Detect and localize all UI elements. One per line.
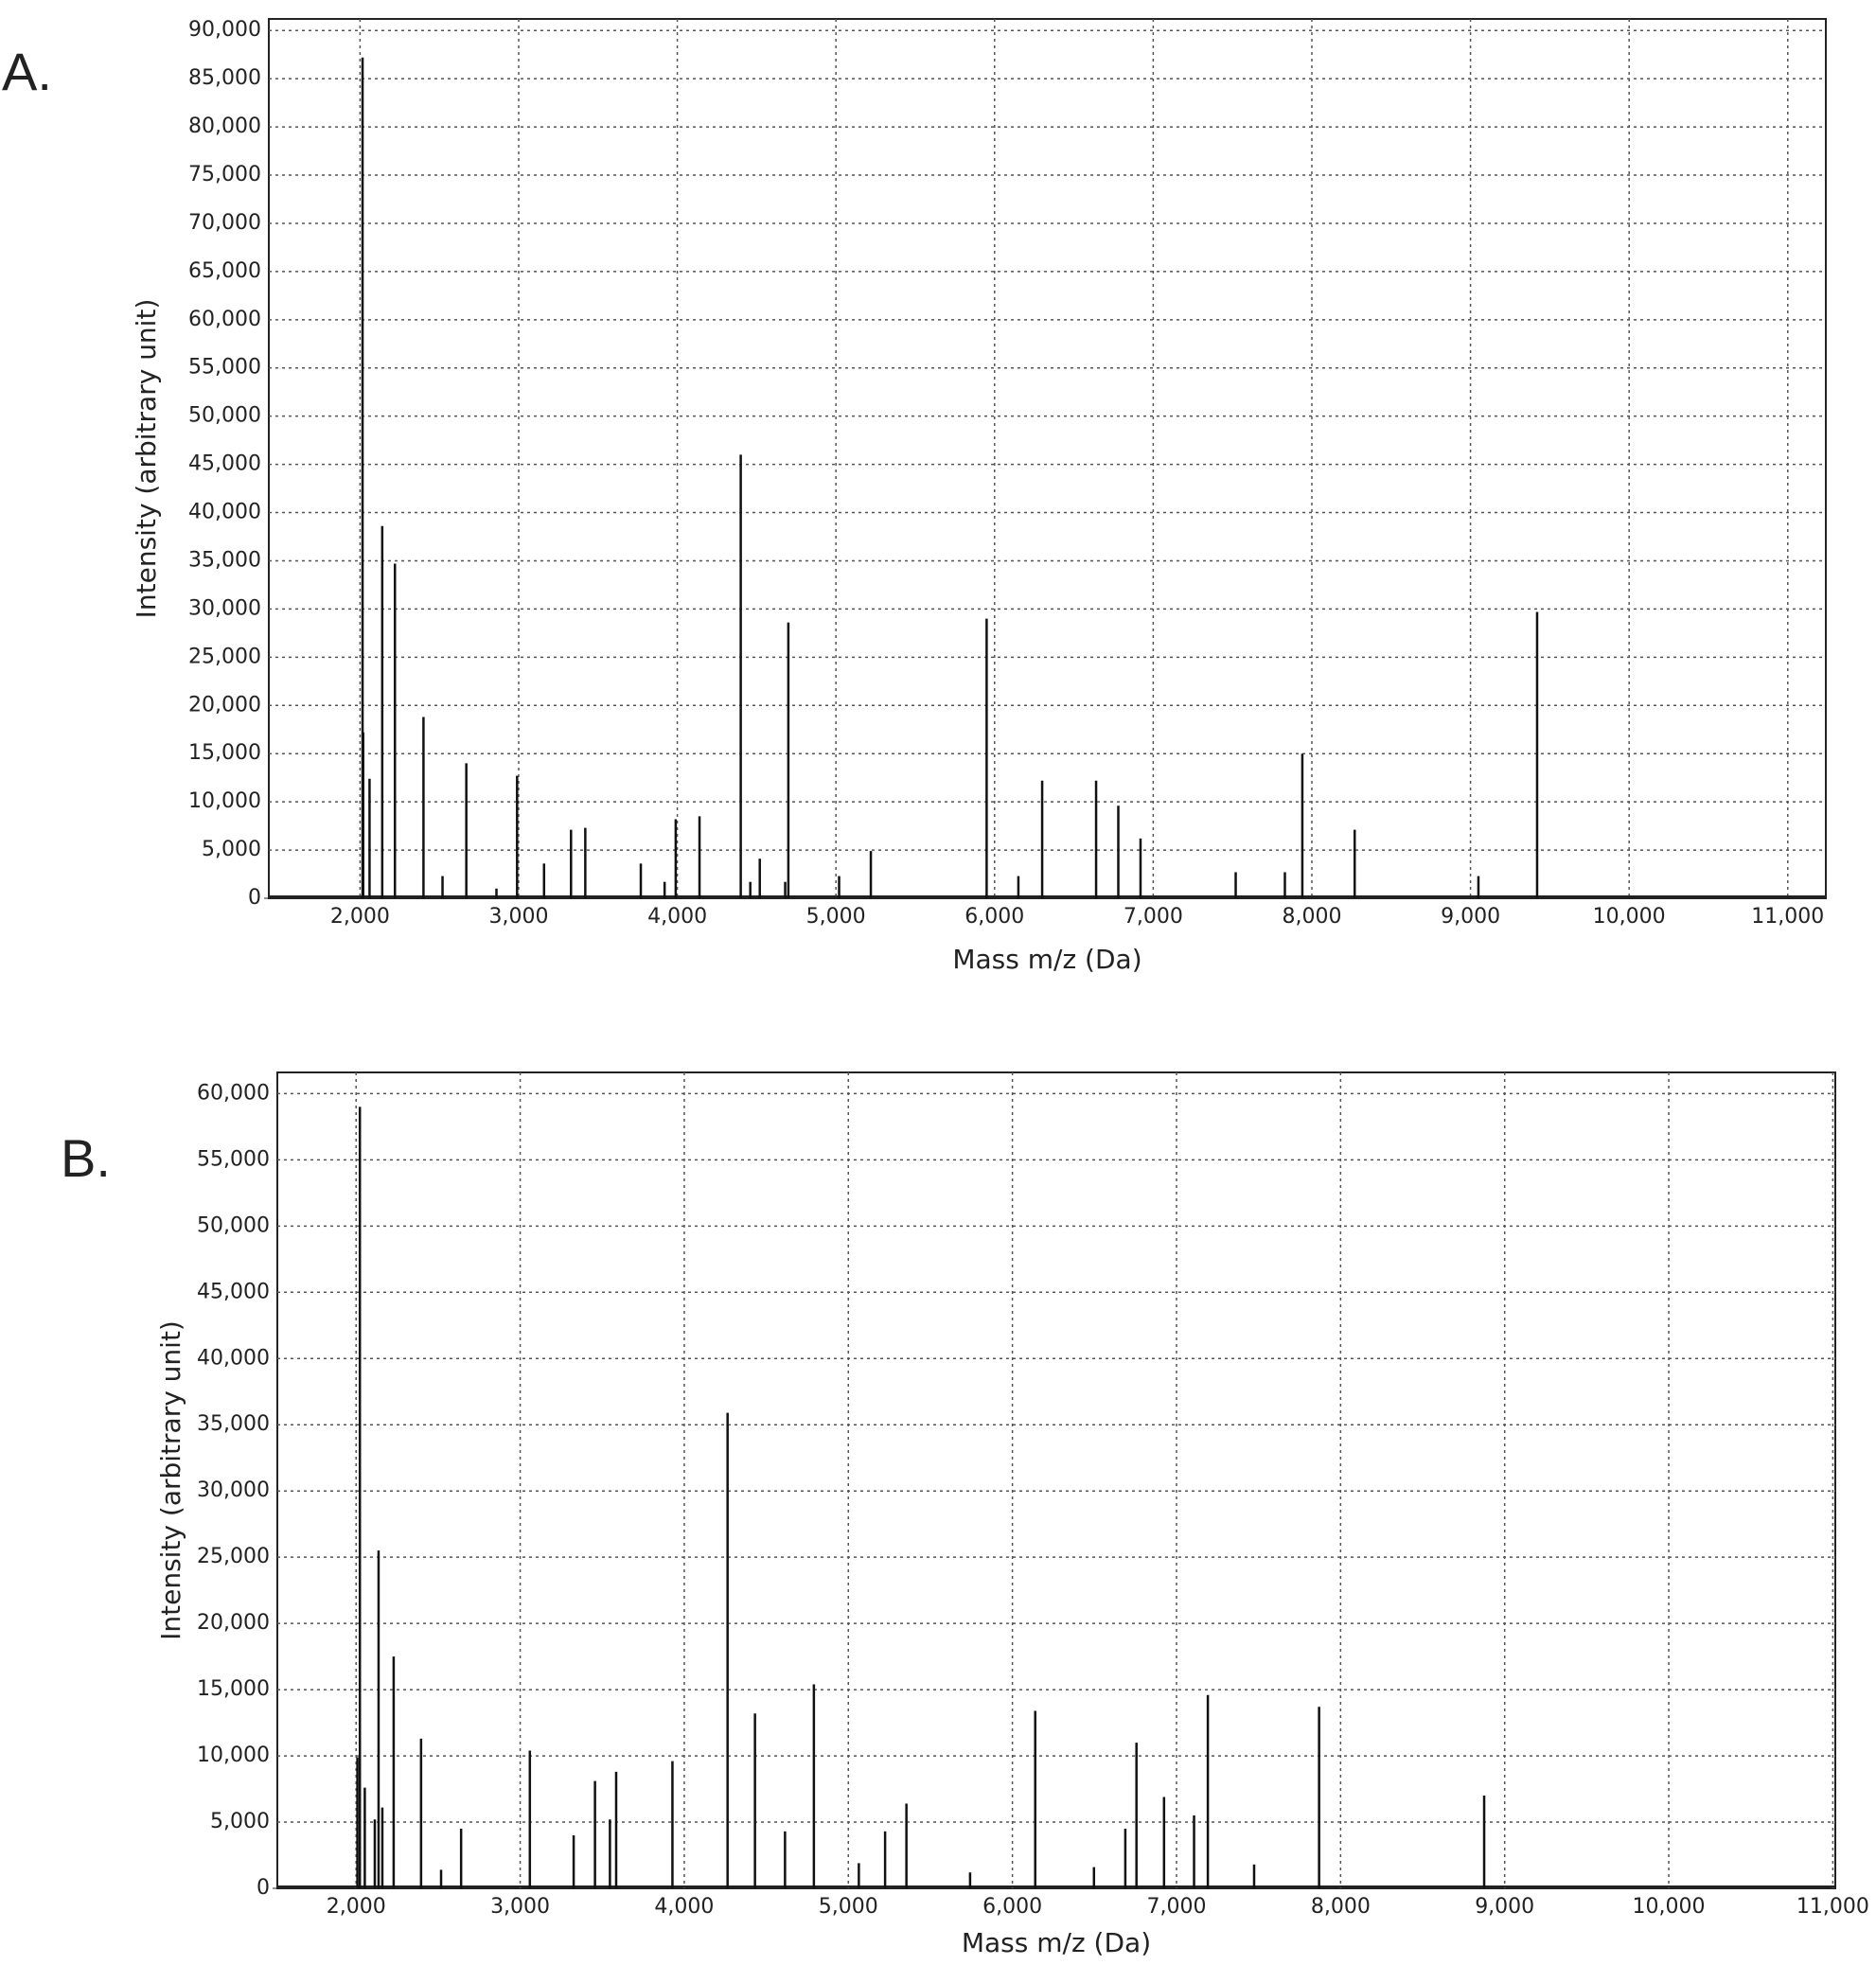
x-axis-title: Mass m/z (Da) <box>952 944 1142 975</box>
x-tick-label: 3,000 <box>490 1895 550 1919</box>
x-tick-label: 5,000 <box>806 905 866 929</box>
x-tick-label: 7,000 <box>1146 1895 1206 1919</box>
y-tick-label: 15,000 <box>188 741 261 765</box>
y-tick-label: 65,000 <box>188 259 261 283</box>
y-tick-label: 15,000 <box>197 1677 270 1701</box>
y-tick-label: 25,000 <box>197 1545 270 1568</box>
y-tick-label: 30,000 <box>197 1478 270 1502</box>
panel-label: B. <box>61 1128 111 1188</box>
y-axis-title: Intensity (arbitrary unit) <box>155 1320 186 1640</box>
x-tick-label: 2,000 <box>330 905 390 929</box>
x-tick-label: 4,000 <box>647 905 707 929</box>
y-tick-label: 50,000 <box>188 404 261 428</box>
y-tick-label: 20,000 <box>188 693 261 717</box>
x-tick-label: 8,000 <box>1311 1895 1371 1919</box>
y-tick-label: 55,000 <box>188 356 261 380</box>
x-tick-label: 2,000 <box>327 1895 386 1919</box>
y-tick-label: 0 <box>248 886 261 910</box>
y-tick-label: 45,000 <box>188 452 261 476</box>
y-tick-label: 5,000 <box>202 838 261 861</box>
y-tick-label: 35,000 <box>197 1412 270 1436</box>
y-tick-label: 35,000 <box>188 548 261 572</box>
x-axis-title: Mass m/z (Da) <box>962 1927 1151 1958</box>
y-axis-title: Intensity (arbitrary unit) <box>131 299 162 619</box>
y-tick-label: 70,000 <box>188 211 261 235</box>
y-tick-label: 40,000 <box>197 1346 270 1370</box>
x-tick-label: 3,000 <box>488 905 548 929</box>
y-tick-label: 45,000 <box>197 1280 270 1303</box>
x-tick-label: 9,000 <box>1475 1895 1534 1919</box>
y-tick-label: 80,000 <box>188 115 261 138</box>
y-tick-label: 90,000 <box>188 18 261 42</box>
y-tick-label: 55,000 <box>197 1147 270 1171</box>
y-tick-label: 40,000 <box>188 501 261 524</box>
y-tick-label: 60,000 <box>188 308 261 331</box>
x-tick-label: 9,000 <box>1441 905 1500 929</box>
y-tick-label: 60,000 <box>197 1081 270 1105</box>
x-tick-label: 10,000 <box>1593 905 1666 929</box>
x-tick-label: 6,000 <box>982 1895 1042 1919</box>
y-tick-label: 5,000 <box>210 1810 270 1833</box>
y-tick-label: 10,000 <box>197 1744 270 1767</box>
x-tick-label: 11,000 <box>1751 905 1824 929</box>
plot-frame <box>276 1071 1836 1889</box>
x-tick-label: 11,000 <box>1796 1895 1869 1919</box>
x-tick-label: 8,000 <box>1282 905 1341 929</box>
plot-frame <box>268 18 1827 899</box>
y-tick-label: 25,000 <box>188 645 261 668</box>
x-tick-label: 10,000 <box>1633 1895 1706 1919</box>
x-tick-label: 6,000 <box>965 905 1024 929</box>
y-tick-label: 85,000 <box>188 66 261 90</box>
y-tick-label: 30,000 <box>188 596 261 620</box>
panel-label: A. <box>2 42 52 101</box>
y-tick-label: 10,000 <box>188 789 261 813</box>
x-tick-label: 7,000 <box>1124 905 1183 929</box>
y-tick-label: 0 <box>257 1876 270 1900</box>
y-tick-label: 20,000 <box>197 1611 270 1635</box>
y-tick-label: 75,000 <box>188 163 261 186</box>
x-tick-label: 5,000 <box>819 1895 878 1919</box>
x-tick-label: 4,000 <box>654 1895 714 1919</box>
y-tick-label: 50,000 <box>197 1213 270 1237</box>
